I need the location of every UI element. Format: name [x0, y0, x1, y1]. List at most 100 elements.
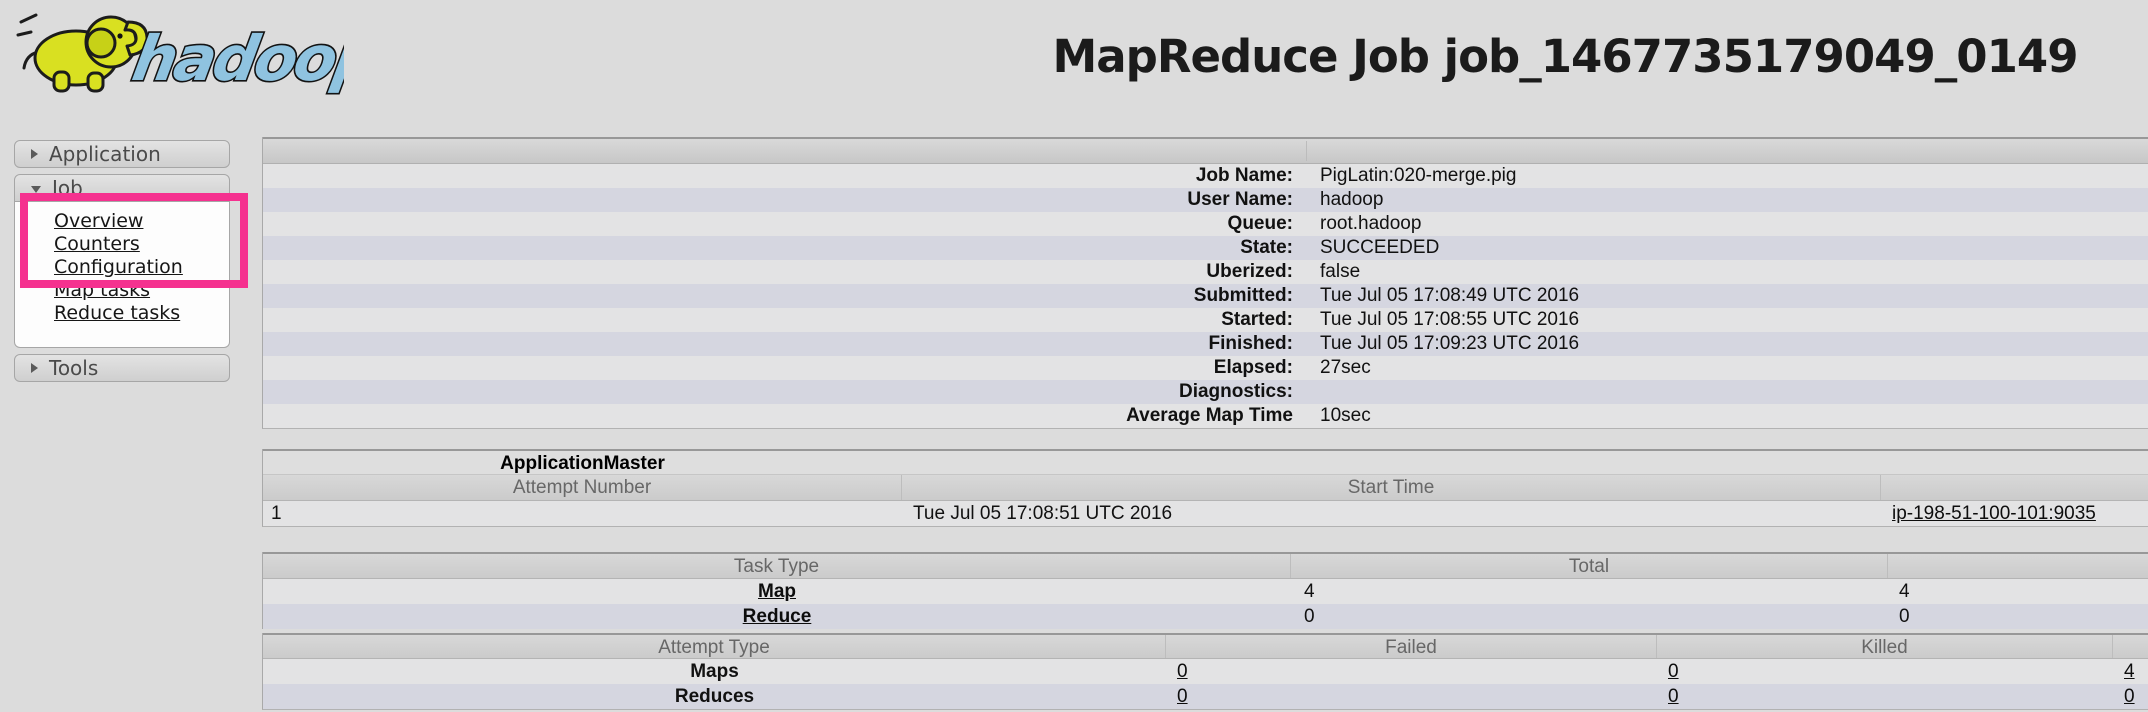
reduces-successful-link[interactable]: 0	[2124, 686, 2135, 707]
reduce-tasks-link[interactable]: Reduce	[742, 606, 812, 627]
task-row-map: Map 4 4	[263, 579, 2148, 604]
sidebar-item-reduce-tasks[interactable]: Reduce tasks	[54, 302, 181, 324]
info-row-started: Started: Tue Jul 05 17:08:55 UTC 2016	[263, 308, 2148, 332]
reduces-killed-link[interactable]: 0	[1668, 686, 1679, 707]
chevron-right-icon	[31, 363, 38, 373]
col-failed: Failed	[1166, 635, 1657, 658]
col-cutoff	[1888, 554, 2148, 578]
chevron-down-icon	[31, 186, 41, 193]
map-tasks-link[interactable]: Map	[758, 581, 796, 602]
map-total-value: 4	[1304, 581, 1315, 602]
page-title: MapReduce Job job_1467735179049_0149	[1052, 30, 2078, 83]
application-master-table: ApplicationMaster Attempt Number Start T…	[262, 449, 2148, 527]
info-label: User Name:	[1187, 189, 1293, 210]
attempt-type-label: Reduces	[674, 686, 755, 707]
application-master-title-row: ApplicationMaster	[263, 449, 2148, 475]
sidebar-section-label: Application	[49, 142, 161, 166]
chevron-right-icon	[31, 149, 38, 159]
node-cell: ip-198-51-100-101:9035	[1881, 501, 2148, 526]
maps-failed-cell: 0	[1166, 659, 1657, 684]
info-row-finished: Finished: Tue Jul 05 17:09:23 UTC 2016	[263, 332, 2148, 356]
info-row-diagnostics: Diagnostics:	[263, 380, 2148, 404]
col-start-time: Start Time	[902, 475, 1881, 500]
maps-killed-cell: 0	[1657, 659, 2113, 684]
sidebar-item-configuration[interactable]: Configuration	[54, 256, 183, 278]
reduce-total-value: 0	[1304, 606, 1315, 627]
sidebar-section-label: Tools	[49, 356, 99, 380]
sidebar-section-tools[interactable]: Tools	[14, 354, 230, 382]
info-value: hadoop	[1320, 189, 1384, 210]
sidebar-item-map-tasks[interactable]: Map tasks	[54, 279, 151, 301]
info-row-queue: Queue: root.hadoop	[263, 212, 2148, 236]
reduces-successful-cell: 0	[2113, 684, 2148, 709]
info-row-state: State: SUCCEEDED	[263, 236, 2148, 260]
map-complete-value: 4	[1899, 581, 1910, 602]
attempt-number-value: 1	[271, 503, 282, 524]
info-label: Elapsed:	[1213, 357, 1293, 378]
info-value: Tue Jul 05 17:09:23 UTC 2016	[1320, 333, 1580, 354]
info-label: Job Name:	[1195, 165, 1293, 186]
info-label: Diagnostics:	[1178, 381, 1293, 402]
application-master-title: ApplicationMaster	[500, 453, 665, 474]
main-content: Job Name: PigLatin:020-merge.pig User Na…	[262, 0, 2148, 710]
col-attempt-number: Attempt Number	[263, 475, 902, 500]
reduces-failed-link[interactable]: 0	[1177, 686, 1188, 707]
attempt-row-reduces: Reduces 0 0 0	[263, 684, 2148, 709]
col-total: Total	[1291, 554, 1888, 578]
info-label: Queue:	[1227, 213, 1293, 234]
task-type-cell: Map	[263, 579, 1291, 604]
tasks-column-headers: Task Type Total	[263, 552, 2148, 579]
maps-successful-link[interactable]: 4	[2124, 661, 2135, 682]
sidebar-section-job[interactable]: Job	[14, 174, 230, 202]
task-type-cell: Reduce	[263, 604, 1291, 629]
reduce-complete-value: 0	[1899, 606, 1910, 627]
info-value: false	[1320, 261, 1361, 282]
start-time-value: Tue Jul 05 17:08:51 UTC 2016	[913, 503, 1173, 524]
col-node	[1881, 475, 2148, 500]
info-row-uberized: Uberized: false	[263, 260, 2148, 284]
info-value: SUCCEEDED	[1320, 237, 1440, 258]
maps-killed-link[interactable]: 0	[1668, 661, 1679, 682]
attempts-column-headers: Attempt Type Failed Killed	[263, 633, 2148, 659]
info-label: Started:	[1221, 309, 1293, 330]
sidebar-section-application[interactable]: Application	[14, 140, 230, 168]
reduces-killed-cell: 0	[1657, 684, 2113, 709]
tasks-table: Task Type Total Map 4 4 Reduce 0 0	[262, 552, 2148, 629]
hadoop-logo[interactable]: hadoop	[14, 2, 385, 97]
maps-failed-link[interactable]: 0	[1177, 661, 1188, 682]
node-link[interactable]: ip-198-51-100-101:9035	[1892, 503, 2096, 524]
col-killed: Killed	[1657, 635, 2113, 658]
info-value: PigLatin:020-merge.pig	[1320, 165, 1517, 186]
sidebar-section-label: Job	[52, 176, 83, 200]
job-info-table: Job Name: PigLatin:020-merge.pig User Na…	[262, 137, 2148, 429]
info-label: Uberized:	[1206, 261, 1293, 282]
info-value: 27sec	[1320, 357, 1371, 378]
info-value: Tue Jul 05 17:08:49 UTC 2016	[1320, 285, 1580, 306]
sidebar-item-overview[interactable]: Overview	[54, 210, 144, 232]
attempt-type-label: Maps	[690, 661, 739, 682]
task-row-reduce: Reduce 0 0	[263, 604, 2148, 629]
col-attempt-type: Attempt Type	[263, 635, 1166, 658]
col-task-type: Task Type	[263, 554, 1291, 578]
sidebar-item-counters[interactable]: Counters	[54, 233, 140, 255]
hadoop-logo-text: hadoop	[127, 22, 344, 94]
info-row-job-name: Job Name: PigLatin:020-merge.pig	[263, 164, 2148, 188]
info-label: Average Map Time	[1126, 405, 1293, 426]
hadoop-elephant-icon: hadoop	[16, 13, 385, 96]
application-master-column-headers: Attempt Number Start Time	[263, 475, 2148, 501]
info-row-submitted: Submitted: Tue Jul 05 17:08:49 UTC 2016	[263, 284, 2148, 308]
info-value	[1306, 380, 1320, 404]
sidebar-job-panel: Overview Counters Configuration Map task…	[14, 202, 230, 348]
attempts-table: Attempt Type Failed Killed Maps 0 0 4 Re…	[262, 633, 2148, 710]
maps-successful-cell: 4	[2113, 659, 2148, 684]
job-info-table-header	[263, 137, 2148, 164]
sidebar: Application Job Overview Counters Config…	[14, 140, 230, 382]
info-value: Tue Jul 05 17:08:55 UTC 2016	[1320, 309, 1580, 330]
info-row-elapsed: Elapsed: 27sec	[263, 356, 2148, 380]
info-row-average-map-time: Average Map Time 10sec	[263, 404, 2148, 428]
info-label: State:	[1240, 237, 1293, 258]
info-value: root.hadoop	[1320, 213, 1422, 234]
col-cutoff	[2113, 635, 2148, 658]
application-master-row: 1 Tue Jul 05 17:08:51 UTC 2016 ip-198-51…	[263, 501, 2148, 526]
reduces-failed-cell: 0	[1166, 684, 1657, 709]
